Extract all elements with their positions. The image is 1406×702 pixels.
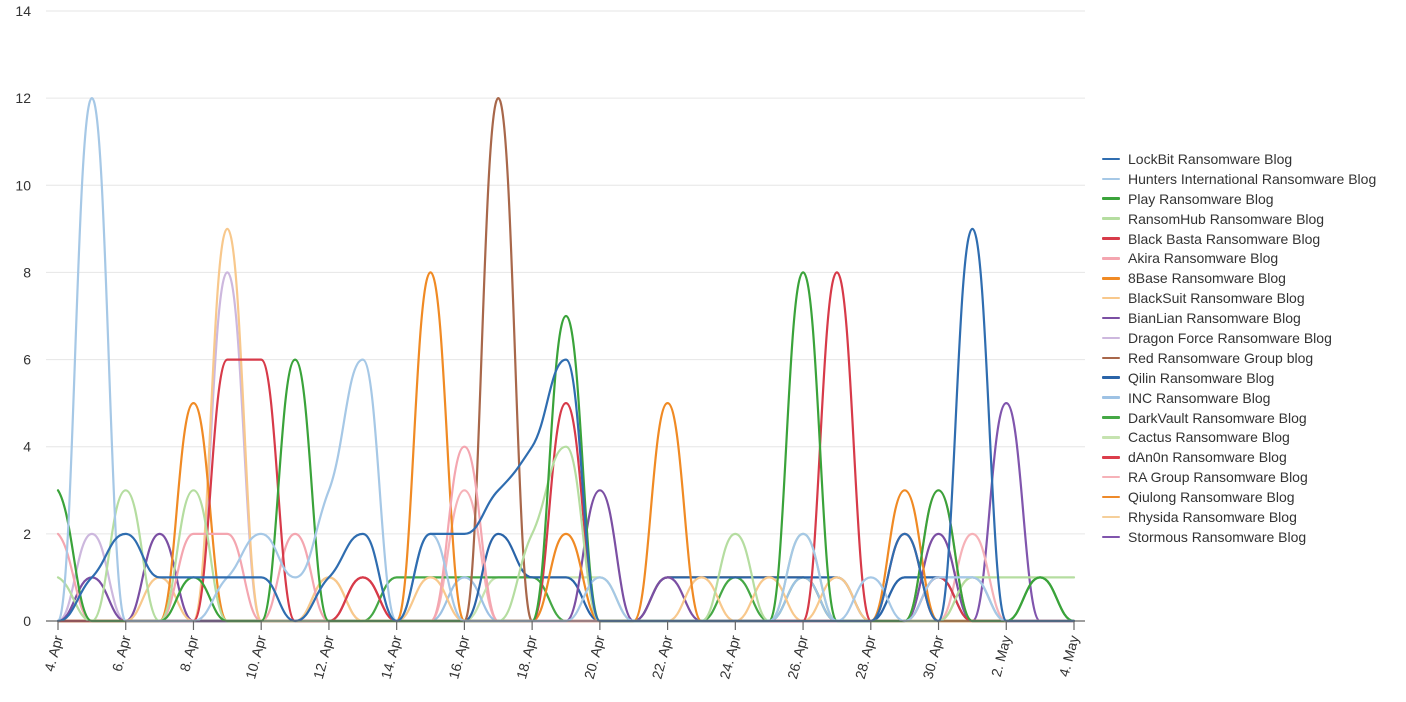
- legend-item[interactable]: BlackSuit Ransomware Blog: [1102, 288, 1376, 308]
- y-tick-label: 0: [23, 613, 31, 629]
- y-tick-label: 8: [23, 264, 31, 280]
- x-tick-label: 16. Apr: [445, 633, 472, 680]
- series-line[interactable]: [56, 227, 1076, 623]
- legend-item[interactable]: RA Group Ransomware Blog: [1102, 467, 1376, 487]
- legend-item[interactable]: RansomHub Ransomware Blog: [1102, 209, 1376, 229]
- legend-line-icon: [1102, 515, 1120, 519]
- legend-label: BianLian Ransomware Blog: [1128, 310, 1301, 327]
- legend-item[interactable]: 8Base Ransomware Blog: [1102, 268, 1376, 288]
- legend-item[interactable]: Qiulong Ransomware Blog: [1102, 487, 1376, 507]
- legend-item[interactable]: BianLian Ransomware Blog: [1102, 308, 1376, 328]
- legend-label: dAn0n Ransomware Blog: [1128, 449, 1287, 466]
- legend-line-icon: [1102, 376, 1120, 379]
- x-tick-label: 14. Apr: [378, 633, 405, 680]
- legend-line-icon: [1102, 277, 1120, 280]
- legend-item[interactable]: LockBit Ransomware Blog: [1102, 149, 1376, 169]
- legend: LockBit Ransomware Blog Hunters Internati…: [1102, 149, 1376, 547]
- y-tick-label: 4: [23, 439, 31, 455]
- y-tick-label: 2: [23, 526, 31, 542]
- legend-item[interactable]: DarkVault Ransomware Blog: [1102, 408, 1376, 428]
- x-tick-label: 4. Apr: [41, 633, 66, 673]
- legend-line-icon: [1102, 257, 1120, 260]
- legend-line-icon: [1102, 475, 1120, 479]
- x-tick-label: 10. Apr: [242, 633, 269, 680]
- legend-line-icon: [1102, 396, 1120, 399]
- y-axis: 0 2 4 6 8 10 12 14: [15, 3, 31, 629]
- x-tick-label: 4. May: [1056, 634, 1082, 679]
- legend-item[interactable]: Dragon Force Ransomware Blog: [1102, 328, 1376, 348]
- legend-label: BlackSuit Ransomware Blog: [1128, 290, 1305, 307]
- legend-line-icon: [1102, 535, 1120, 539]
- legend-line-icon: [1102, 495, 1120, 499]
- legend-label: Stormous Ransomware Blog: [1128, 528, 1307, 545]
- legend-line-icon: [1102, 157, 1120, 161]
- x-tick-label: 6. Apr: [109, 633, 134, 673]
- legend-item[interactable]: Stormous Ransomware Blog: [1102, 527, 1376, 547]
- legend-label: Black Basta Ransomware Blog: [1128, 230, 1321, 247]
- y-tick-label: 10: [15, 177, 31, 193]
- legend-item[interactable]: Red Ransomware Group blog: [1102, 348, 1376, 368]
- x-tick-label: 20. Apr: [581, 633, 608, 680]
- x-tick-label: 30. Apr: [919, 633, 946, 680]
- legend-line-icon: [1102, 436, 1120, 439]
- legend-label: INC Ransomware Blog: [1128, 389, 1271, 406]
- x-tick-label: 8. Apr: [176, 633, 201, 673]
- legend-item[interactable]: Qilin Ransomware Blog: [1102, 368, 1376, 388]
- x-tick-label: 28. Apr: [852, 633, 879, 680]
- legend-label: 8Base Ransomware Blog: [1128, 270, 1286, 287]
- x-axis: 4. Apr 6. Apr 8. Apr 10. Apr 12. Apr 14. Apr 1…: [41, 620, 1085, 681]
- legend-label: Cactus Ransomware Blog: [1128, 429, 1290, 446]
- x-tick-label: 22. Apr: [649, 633, 676, 680]
- y-tick-label: 12: [15, 90, 31, 106]
- legend-label: Qiulong Ransomware Blog: [1128, 489, 1295, 506]
- x-tick-label: 26. Apr: [784, 633, 811, 680]
- legend-line-icon: [1102, 197, 1120, 200]
- legend-line-icon: [1102, 237, 1120, 240]
- legend-item[interactable]: Play Ransomware Blog: [1102, 189, 1376, 209]
- legend-line-icon: [1102, 416, 1120, 419]
- y-tick-label: 6: [23, 352, 31, 368]
- legend-label: Akira Ransomware Blog: [1128, 250, 1279, 267]
- legend-label: Rhysida Ransomware Blog: [1128, 508, 1297, 525]
- legend-item[interactable]: Black Basta Ransomware Blog: [1102, 229, 1376, 249]
- legend-label: Qilin Ransomware Blog: [1128, 369, 1275, 386]
- legend-line-icon: [1102, 316, 1120, 320]
- legend-label: Dragon Force Ransomware Blog: [1128, 329, 1332, 346]
- gridlines: [46, 10, 1085, 535]
- legend-line-icon: [1102, 336, 1120, 340]
- legend-label: Play Ransomware Blog: [1128, 190, 1274, 207]
- legend-line-icon: [1102, 177, 1120, 181]
- legend-label: Red Ransomware Group blog: [1128, 349, 1314, 366]
- legend-label: RansomHub Ransomware Blog: [1128, 210, 1325, 227]
- x-tick-label: 2. May: [988, 634, 1014, 679]
- legend-line-icon: [1102, 456, 1120, 459]
- legend-item[interactable]: INC Ransomware Blog: [1102, 388, 1376, 408]
- series-line[interactable]: [56, 271, 1076, 623]
- x-tick-label: 18. Apr: [513, 633, 540, 680]
- legend-item[interactable]: Akira Ransomware Blog: [1102, 248, 1376, 268]
- legend-item[interactable]: Hunters International Ransomware Blog: [1102, 169, 1376, 189]
- legend-label: RA Group Ransomware Blog: [1128, 469, 1308, 486]
- x-tick-label: 24. Apr: [716, 633, 743, 680]
- legend-item[interactable]: Cactus Ransomware Blog: [1102, 427, 1376, 447]
- x-tick-label: 12. Apr: [310, 633, 337, 680]
- legend-line-icon: [1102, 217, 1120, 220]
- legend-label: Hunters International Ransomware Blog: [1128, 170, 1377, 187]
- legend-item[interactable]: dAn0n Ransomware Blog: [1102, 447, 1376, 467]
- legend-item[interactable]: Rhysida Ransomware Blog: [1102, 507, 1376, 527]
- legend-label: LockBit Ransomware Blog: [1128, 150, 1293, 167]
- legend-label: DarkVault Ransomware Blog: [1128, 409, 1307, 426]
- y-tick-label: 14: [15, 3, 31, 19]
- legend-line-icon: [1102, 356, 1120, 360]
- legend-line-icon: [1102, 296, 1120, 300]
